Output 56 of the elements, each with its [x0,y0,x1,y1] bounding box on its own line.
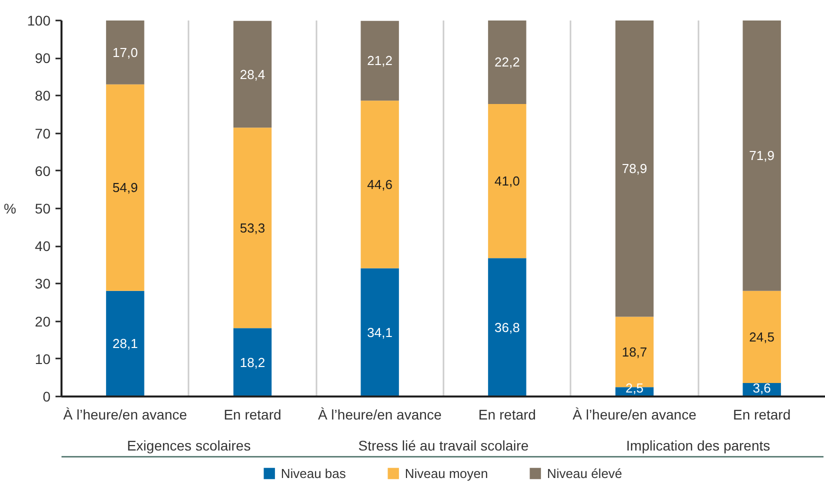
y-tick-label: 10 [34,350,51,367]
data-label: 18,2 [240,354,266,370]
data-label: 21,2 [367,53,392,68]
bar [488,20,526,104]
data-label: 41,0 [494,174,520,189]
y-tick-label: 40 [34,238,51,254]
data-label: 36,8 [494,320,520,335]
data-label: 71,9 [749,148,774,164]
data-label: 18,7 [622,344,648,360]
y-tick-label: 60 [34,162,51,179]
bar [233,328,272,396]
y-tick-label: 100 [27,12,51,28]
y-tick-label: 70 [34,125,51,142]
y-tick-label: 90 [34,50,51,66]
bar [615,20,654,317]
y-tick-label: 20 [34,313,51,330]
x-tick-label: En retard [733,406,791,422]
text: Exigences scolaires [126,438,251,454]
legend-label: Niveau moyen [404,465,488,481]
x-tick-label: En retard [224,406,282,422]
y-axis-title: % [4,200,16,216]
data-label: 34,1 [367,324,392,340]
data-label: 3,6 [752,380,771,396]
x-tick-label: À l’heure/en avance [572,406,697,422]
y-tick-label: 0 [42,388,51,404]
legend-label: Niveau élevé [547,465,622,481]
y-tick-label: 30 [34,276,51,292]
x-tick-label: À l’heure/en avance [63,406,188,422]
data-label: 54,9 [112,180,138,196]
bar [742,20,781,291]
data-label: 17,0 [112,44,138,60]
data-label: 28,1 [112,336,138,352]
y-tick-label: 80 [34,88,51,104]
legend-label: Niveau bas [280,465,346,481]
bar [106,290,144,396]
x-tick-label: À l’heure/en avance [318,406,442,422]
bar [488,104,526,258]
bar [360,100,399,268]
bar [488,258,526,396]
data-label: 22,2 [494,54,520,70]
bar [360,20,399,101]
bar [106,20,144,84]
bar [360,268,399,396]
data-label: 44,6 [367,176,392,192]
data-label: 24,5 [749,329,774,344]
text: Implication des parents [626,438,770,454]
bar [106,84,144,291]
bar [233,20,272,128]
data-label: 28,4 [240,66,266,82]
bar [742,290,781,383]
text: Stress lié au travail scolaire [358,438,529,454]
data-label: 78,9 [622,160,648,176]
bar [233,128,272,328]
y-tick-label: 50 [34,200,51,216]
x-tick-label: En retard [478,406,536,422]
data-label: 53,3 [240,220,266,236]
